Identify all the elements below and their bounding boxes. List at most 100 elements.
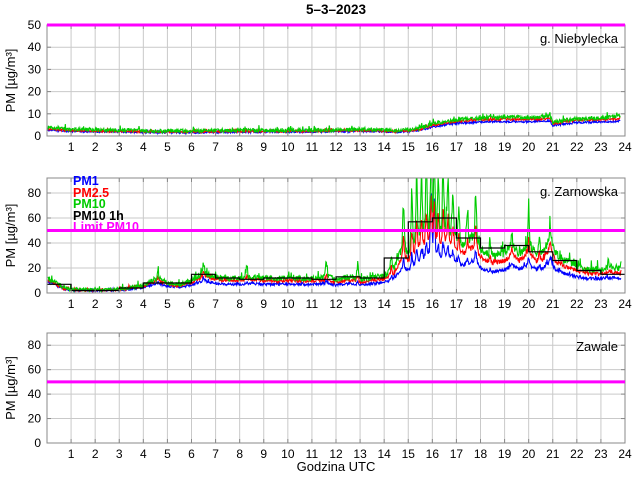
x-tick-label: 21 [546,140,560,154]
x-tick-label: 23 [594,140,608,154]
x-tick-label: 22 [570,297,584,311]
x-tick-label: 24 [618,447,632,461]
y-axis-label: PM [µg/m³] [3,49,18,113]
x-tick-label: 1 [68,297,75,311]
panel-niebylecka: 1 2 3 4 5 6 7 8 9 10 11 12 13 14 15 16 17 18 19 20 21 22 23 240… [3,18,632,154]
legend-item-limit-pm10: Limit PM10 [73,220,139,234]
x-tick-label: 2 [92,447,99,461]
x-tick-label: 12 [329,140,343,154]
x-tick-label: 13 [353,140,367,154]
x-tick-label: 17 [450,297,464,311]
x-tick-label: 15 [402,140,416,154]
legend-item-pm2-5: PM2.5 [73,185,110,200]
x-tick-label: 8 [236,297,243,311]
x-tick-label: 4 [140,447,147,461]
y-axis-label: PM [µg/m³] [3,356,18,420]
x-tick-label: 24 [618,297,632,311]
panel-zawale: 1 2 3 4 5 6 7 8 9 10 11 12 13 14 15 16 17 18 19 20 21 22 23 240… [3,332,632,461]
x-tick-label: 2 [92,140,99,154]
y-tick-label: 0 [34,286,41,300]
x-tick-label: 4 [140,140,147,154]
y-tick-label: 10 [28,107,42,121]
y-tick-label: 20 [28,261,42,275]
x-tick-label: 23 [594,447,608,461]
x-tick-label: 19 [498,297,512,311]
x-tick-label: 16 [426,140,440,154]
x-tick-label: 12 [329,297,343,311]
x-tick-label: 19 [498,447,512,461]
legend: PM1 PM2.5 PM10 PM10 1h Limit PM10 [73,174,139,234]
legend-item-pm10: PM10 [73,197,106,211]
x-tick-label: 20 [522,297,536,311]
pm10-series [47,112,621,135]
x-tick-label: 8 [236,447,243,461]
x-tick-label: 3 [116,297,123,311]
x-tick-label: 8 [236,140,243,154]
x-tick-label: 3 [116,140,123,154]
x-tick-label: 13 [353,447,367,461]
x-tick-label: 14 [377,297,391,311]
x-tick-label: 14 [377,140,391,154]
x-tick-label: 2 [92,297,99,311]
y-tick-label: 0 [34,436,41,450]
x-tick-label: 16 [426,447,440,461]
x-tick-label: 5 [164,447,171,461]
x-tick-label: 15 [402,447,416,461]
y-tick-label: 60 [28,211,42,225]
legend-item-pm1: PM1 [73,174,99,188]
x-tick-label: 21 [546,447,560,461]
x-tick-label: 18 [474,140,488,154]
x-tick-label: 5 [164,297,171,311]
x-tick-label: 7 [212,297,219,311]
x-tick-label: 18 [474,297,488,311]
y-axis-label: PM [µg/m³] [3,204,18,268]
x-tick-label: 11 [306,447,319,461]
x-tick-label: 16 [426,297,440,311]
x-tick-label: 11 [306,140,319,154]
y-tick-label: 40 [28,387,42,401]
x-tick-label: 21 [546,297,560,311]
x-tick-label: 5 [164,140,171,154]
x-tick-label: 9 [260,140,267,154]
x-tick-label: 17 [450,140,464,154]
x-tick-label: 6 [188,140,195,154]
x-tick-label: 9 [260,297,267,311]
x-tick-label: 10 [281,297,295,311]
y-tick-label: 40 [28,236,42,250]
station-label-zarnowska: g. Zarnowska [539,184,618,199]
y-tick-label: 50 [28,18,42,32]
x-tick-label: 11 [306,297,319,311]
x-tick-label: 17 [450,447,464,461]
x-tick-label: 23 [594,297,608,311]
station-label-niebylecka: g. Niebylecka [539,31,618,46]
x-tick-label: 13 [353,297,367,311]
x-tick-label: 7 [212,447,219,461]
y-tick-label: 20 [28,85,42,99]
x-tick-label: 22 [570,447,584,461]
x-tick-label: 14 [377,447,391,461]
y-tick-label: 40 [28,40,42,54]
y-tick-label: 0 [34,129,41,143]
x-tick-label: 6 [188,447,195,461]
x-tick-label: 15 [402,297,416,311]
station-label-zawale: Zawale [576,339,618,354]
x-tick-label: 24 [618,140,632,154]
x-axis-label: Godzina UTC [296,459,376,474]
x-tick-label: 10 [281,140,295,154]
legend-item-pm10-1h: PM10 1h [73,208,124,223]
x-tick-label: 20 [522,447,536,461]
pm10-1h-step-series [47,217,625,292]
y-tick-label: 30 [28,62,42,76]
panel-zarnowska: 1 2 3 4 5 6 7 8 9 10 11 12 13 14 15 16 17 18 19 20 21 22 23 240… [3,177,632,311]
y-tick-label: 20 [28,412,42,426]
x-tick-label: 1 [68,140,75,154]
x-tick-label: 3 [116,447,123,461]
y-tick-label: 60 [28,363,42,377]
x-tick-label: 9 [260,447,267,461]
x-tick-label: 19 [498,140,512,154]
x-tick-label: 12 [329,447,343,461]
y-tick-label: 80 [28,186,42,200]
x-tick-label: 7 [212,140,219,154]
